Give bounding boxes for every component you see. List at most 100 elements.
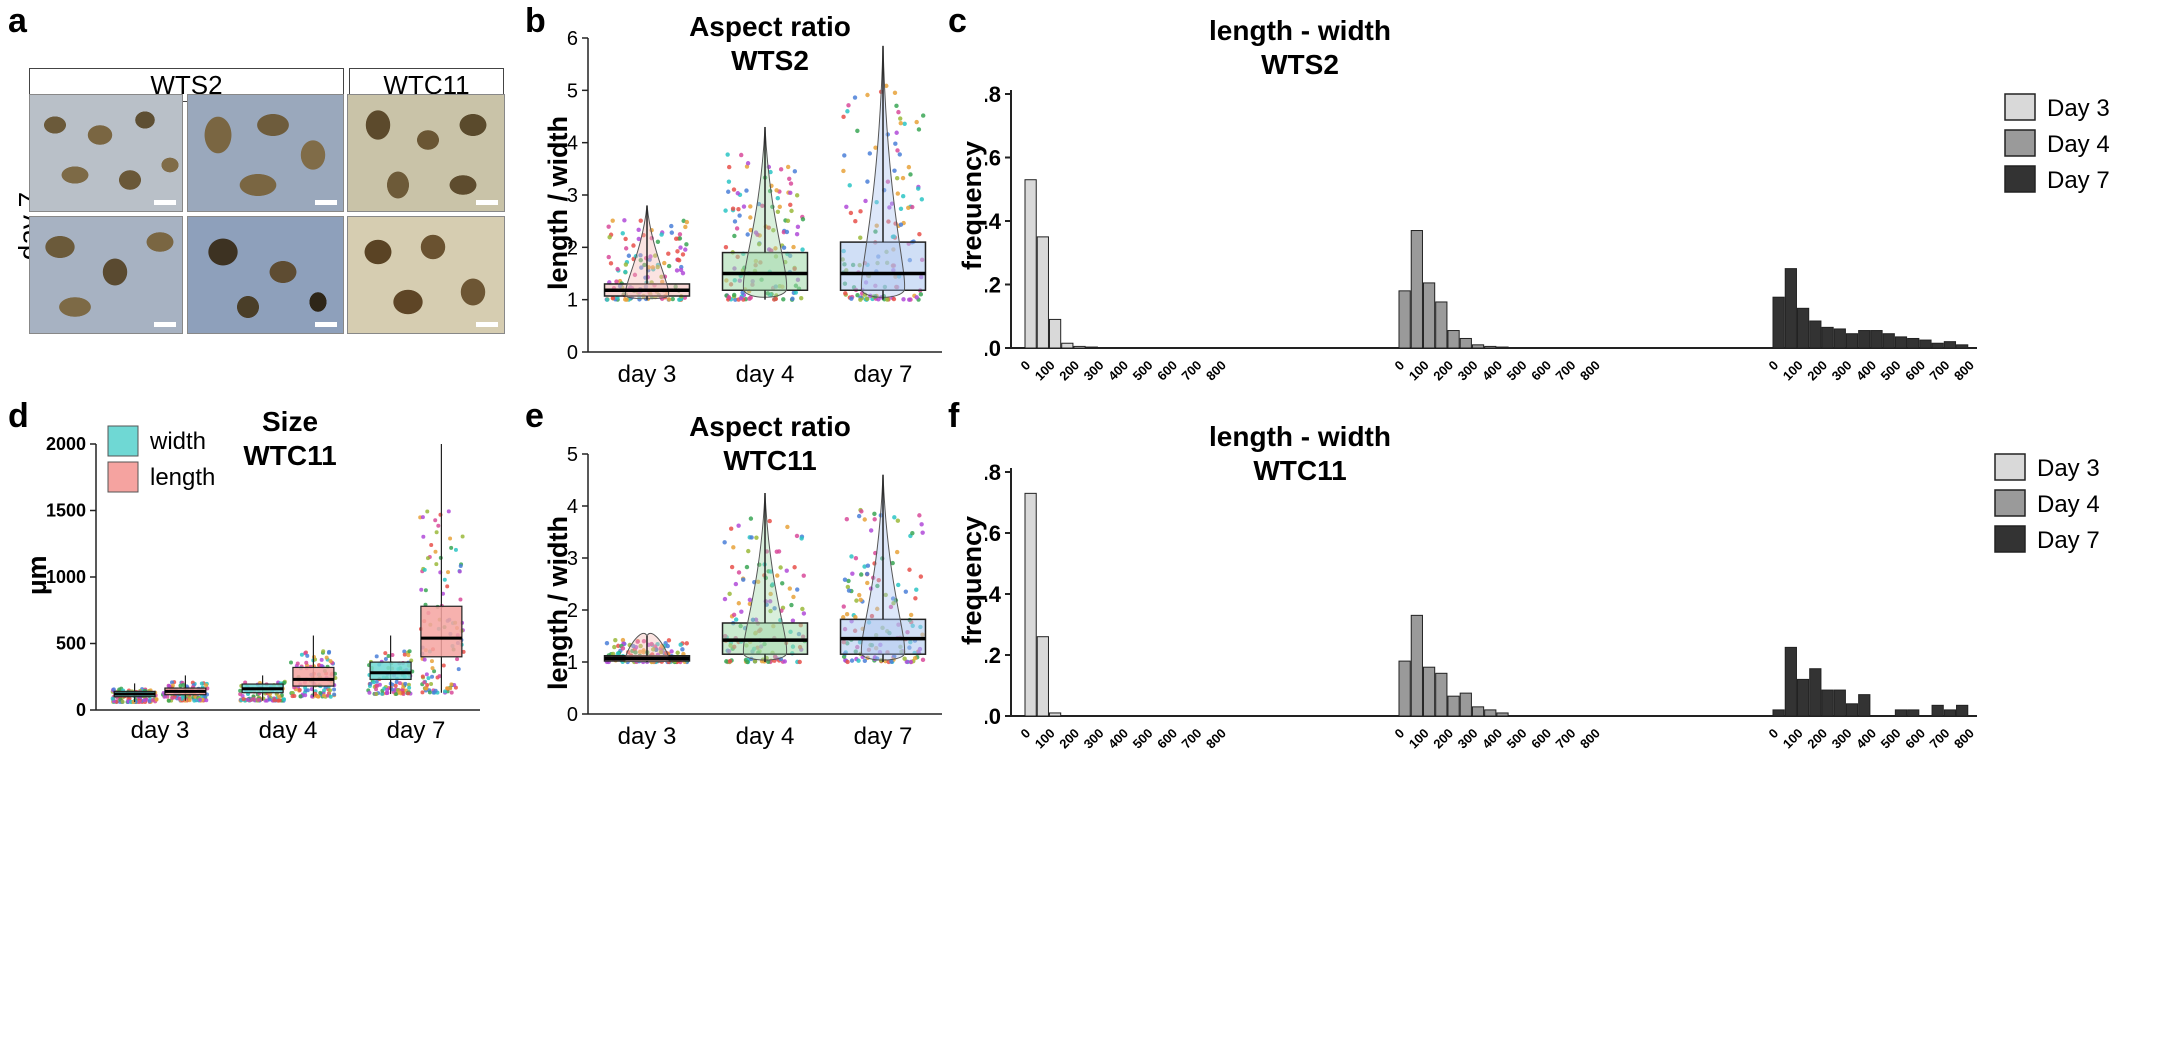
data-point xyxy=(906,205,911,211)
data-point xyxy=(403,681,408,686)
data-point xyxy=(733,581,739,587)
y-tick-label: 1 xyxy=(567,652,578,674)
data-point xyxy=(637,649,643,655)
data-point xyxy=(733,617,739,622)
chart-c-ylabel: frequency xyxy=(957,140,987,270)
data-point xyxy=(794,231,800,237)
data-point xyxy=(304,660,309,665)
data-point xyxy=(402,649,407,654)
data-point xyxy=(673,236,679,241)
data-point xyxy=(774,188,779,193)
data-point xyxy=(722,596,728,602)
data-point xyxy=(437,674,442,679)
y-tick-label: 4 xyxy=(567,496,578,518)
data-point xyxy=(445,584,450,589)
chart-e-title-line1: Aspect ratio xyxy=(689,411,851,442)
data-point xyxy=(898,120,903,126)
data-point xyxy=(867,151,872,156)
bar-day-3 xyxy=(1048,712,1062,717)
data-point xyxy=(635,639,640,644)
data-point xyxy=(636,227,641,233)
data-point xyxy=(665,643,670,649)
x-tick-label: day 3 xyxy=(618,361,677,388)
box-width xyxy=(369,661,412,681)
legend-swatch-day-3 xyxy=(1994,453,2026,481)
x-tick-label: 400 xyxy=(1853,726,1879,752)
data-point xyxy=(735,191,740,196)
data-point xyxy=(394,692,399,697)
data-point xyxy=(777,204,782,210)
data-point xyxy=(429,543,434,548)
data-point xyxy=(894,549,900,555)
y-tick-label: 2 xyxy=(567,600,578,622)
data-point xyxy=(670,296,675,302)
data-point xyxy=(755,579,761,585)
data-point xyxy=(445,686,450,691)
data-point xyxy=(784,229,790,235)
bar-day-7 xyxy=(1943,341,1957,349)
data-point xyxy=(267,697,272,702)
data-point xyxy=(740,290,745,295)
data-point xyxy=(898,222,904,227)
data-point xyxy=(841,168,846,174)
chart-b-title-line2: WTS2 xyxy=(731,45,809,76)
bar-day-4 xyxy=(1496,346,1509,349)
y-tick-label: 0.0 xyxy=(985,336,1001,361)
data-point xyxy=(427,690,432,695)
x-tick-label: 0 xyxy=(1766,726,1782,742)
data-point xyxy=(800,606,805,612)
bar-day-4 xyxy=(1459,337,1472,349)
data-point xyxy=(666,263,672,269)
panel-label-c: c xyxy=(948,2,967,40)
bar-day-7 xyxy=(1796,307,1810,349)
data-point xyxy=(887,205,892,210)
x-tick-label: day 4 xyxy=(259,717,318,744)
micrograph-wts2-4 xyxy=(187,216,344,334)
data-point xyxy=(795,587,800,592)
data-point xyxy=(892,90,898,96)
data-point xyxy=(422,680,427,685)
data-point xyxy=(680,647,685,652)
data-point xyxy=(117,687,122,692)
bar-day-4 xyxy=(1410,230,1423,349)
data-point xyxy=(276,694,281,699)
y-tick-label: 5 xyxy=(567,444,578,466)
data-point xyxy=(683,247,688,252)
data-point xyxy=(916,186,921,191)
data-point xyxy=(920,530,925,535)
data-point xyxy=(442,577,447,582)
data-point xyxy=(741,577,746,582)
data-point xyxy=(406,691,411,696)
data-point xyxy=(750,617,756,623)
data-point xyxy=(846,578,851,584)
data-point xyxy=(305,653,310,658)
data-point xyxy=(862,292,868,297)
data-point xyxy=(785,524,790,530)
data-point xyxy=(386,654,391,659)
data-point xyxy=(778,565,783,570)
data-point xyxy=(874,199,879,205)
x-tick-label: 200 xyxy=(1430,726,1456,752)
data-point xyxy=(914,587,919,592)
data-point xyxy=(433,518,438,523)
data-point xyxy=(748,516,754,521)
bar-day-7 xyxy=(1858,694,1871,717)
data-point xyxy=(608,261,614,266)
data-point xyxy=(845,109,850,114)
data-point xyxy=(204,683,209,688)
data-point xyxy=(368,681,373,686)
data-point xyxy=(731,612,737,618)
y-tick-label: 0 xyxy=(567,704,578,726)
x-tick-label: 600 xyxy=(1154,358,1180,384)
data-point xyxy=(298,694,303,699)
data-point xyxy=(748,227,754,233)
data-point xyxy=(648,254,653,259)
legend-swatch-day-7 xyxy=(2004,165,2036,193)
data-point xyxy=(855,293,860,298)
data-point xyxy=(288,660,293,665)
data-point xyxy=(747,597,753,603)
data-point xyxy=(865,563,871,568)
scale-bar xyxy=(315,200,337,205)
x-tick-label: 0 xyxy=(1392,358,1408,374)
data-point xyxy=(918,292,924,297)
